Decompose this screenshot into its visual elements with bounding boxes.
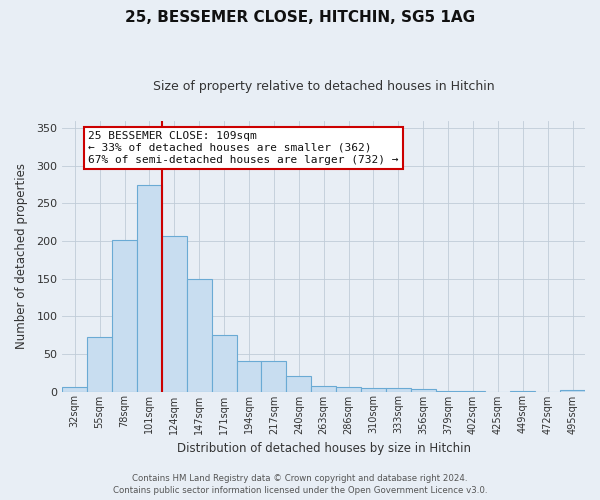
Bar: [212, 335, 236, 392]
Bar: [336, 387, 361, 392]
Bar: [436, 391, 461, 392]
Text: 25 BESSEMER CLOSE: 109sqm
← 33% of detached houses are smaller (362)
67% of semi: 25 BESSEMER CLOSE: 109sqm ← 33% of detac…: [88, 132, 399, 164]
Bar: [286, 376, 311, 392]
Bar: [560, 390, 585, 392]
Bar: [87, 338, 112, 392]
Bar: [461, 391, 485, 392]
Bar: [411, 388, 436, 392]
Bar: [137, 184, 162, 392]
Y-axis label: Number of detached properties: Number of detached properties: [15, 163, 28, 349]
Bar: [187, 280, 212, 392]
Bar: [262, 362, 286, 392]
Bar: [361, 388, 386, 392]
Bar: [236, 362, 262, 392]
Text: Contains HM Land Registry data © Crown copyright and database right 2024.
Contai: Contains HM Land Registry data © Crown c…: [113, 474, 487, 495]
X-axis label: Distribution of detached houses by size in Hitchin: Distribution of detached houses by size …: [176, 442, 470, 455]
Bar: [311, 386, 336, 392]
Bar: [162, 236, 187, 392]
Bar: [112, 240, 137, 392]
Bar: [511, 391, 535, 392]
Text: 25, BESSEMER CLOSE, HITCHIN, SG5 1AG: 25, BESSEMER CLOSE, HITCHIN, SG5 1AG: [125, 10, 475, 25]
Bar: [386, 388, 411, 392]
Bar: [62, 387, 87, 392]
Title: Size of property relative to detached houses in Hitchin: Size of property relative to detached ho…: [153, 80, 494, 93]
